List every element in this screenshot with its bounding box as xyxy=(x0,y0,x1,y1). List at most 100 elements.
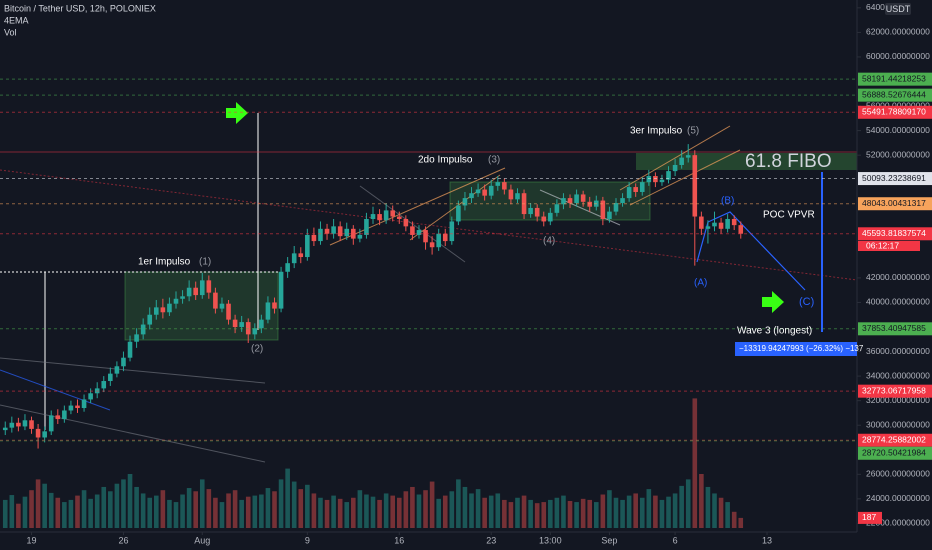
volume-bar xyxy=(35,479,41,528)
candle-body xyxy=(574,194,579,204)
measure-label: −13319.94247993 (−26.32%) −137 xyxy=(739,344,864,353)
candle-body xyxy=(147,314,153,325)
volume-bar xyxy=(626,495,632,528)
volume-bar xyxy=(22,496,28,528)
countdown: 06:12:17 xyxy=(866,240,899,250)
volume-bar xyxy=(567,501,573,528)
volume-bar xyxy=(429,481,435,528)
price-tag xyxy=(858,88,932,102)
volume-bar xyxy=(121,479,126,528)
candle-body xyxy=(488,185,494,196)
price-tag xyxy=(858,227,932,241)
volume-bar xyxy=(548,499,553,528)
candle-body xyxy=(620,198,625,204)
y-tick-label: 26000.00000000 xyxy=(866,469,930,479)
candle-body xyxy=(508,189,514,200)
trend-line xyxy=(0,357,266,384)
volume-bar xyxy=(561,495,566,528)
candle-body xyxy=(456,205,461,222)
volume-bar xyxy=(114,483,120,528)
candle-body xyxy=(42,431,47,438)
candle-body xyxy=(561,198,566,205)
volume-bar xyxy=(101,486,107,528)
volume-bar xyxy=(252,495,258,528)
candle-body xyxy=(29,420,34,429)
volume-bar xyxy=(462,486,468,528)
candle-body xyxy=(495,182,501,186)
volume-bar xyxy=(534,503,540,528)
price-tag xyxy=(858,322,932,336)
candle-body xyxy=(167,303,172,313)
volume-bar xyxy=(278,479,284,528)
volume-bar xyxy=(48,492,54,528)
volume-bar xyxy=(600,494,606,528)
annotation: POC VPVR xyxy=(763,210,815,221)
volume-bar xyxy=(541,502,547,528)
candle-body xyxy=(639,182,645,192)
volume-bar xyxy=(147,497,153,528)
y-tick-label: 36000.00000000 xyxy=(866,346,930,356)
volume-bar xyxy=(515,497,520,528)
y-tick-label: 62000.00000000 xyxy=(866,27,930,37)
axis-labels: 22000.00000000 24000.00000000 26000.000000… xyxy=(27,2,932,545)
candle-body xyxy=(226,303,231,320)
volume-tag xyxy=(858,511,882,524)
chart-title: Bitcoin / Tether USD, 12h, POLONIEX xyxy=(4,3,156,13)
candle-body xyxy=(108,373,113,382)
annotation: (A) xyxy=(694,278,707,289)
candle-body xyxy=(587,201,593,207)
y-tick-label: 34000.00000000 xyxy=(866,370,930,380)
volume-bar xyxy=(725,502,730,528)
volume-bar xyxy=(692,398,698,528)
volume-bar xyxy=(344,502,350,528)
volume-bar xyxy=(423,490,428,528)
trend-line xyxy=(0,404,266,463)
volume-bar xyxy=(357,490,363,528)
volume-bar xyxy=(239,499,244,528)
candle-body xyxy=(659,179,665,183)
indicator: Vol xyxy=(4,27,17,37)
candle-body xyxy=(718,222,724,229)
candle-body xyxy=(278,271,284,309)
volume-bar xyxy=(81,490,87,528)
trend-line xyxy=(539,189,621,226)
volume-bar xyxy=(580,498,586,528)
y-tick-label: 60000.00000000 xyxy=(866,51,930,61)
volume-bar xyxy=(213,497,218,528)
volume-bar xyxy=(679,485,684,528)
volume-bar xyxy=(442,495,448,528)
candle-body xyxy=(633,187,638,192)
x-tick-label: 6 xyxy=(673,535,678,545)
y-tick-label: 40000.00000000 xyxy=(866,297,930,307)
trend-line xyxy=(0,369,111,411)
volume-bar xyxy=(666,496,671,528)
volume-bar xyxy=(495,493,501,528)
trend-line xyxy=(629,149,741,206)
volume-bar xyxy=(410,486,415,528)
price-tag xyxy=(858,446,932,460)
volume-bar xyxy=(219,502,225,528)
volume-bar xyxy=(659,499,665,528)
annotation: (C) xyxy=(799,296,814,308)
volume-bar xyxy=(62,502,67,528)
volume-bar xyxy=(324,499,330,528)
candle-body xyxy=(160,307,166,313)
abc-zigzag xyxy=(696,211,806,291)
volume-bar xyxy=(370,496,376,528)
volume-bar xyxy=(390,495,396,528)
candle-body xyxy=(554,204,560,213)
volume-bar xyxy=(298,489,304,528)
volume-bar xyxy=(160,490,166,528)
volume-bar xyxy=(639,497,645,528)
candle-body xyxy=(337,226,343,237)
trend-line xyxy=(329,167,506,246)
candle-body xyxy=(186,287,192,297)
candle-body xyxy=(449,221,455,242)
volume-bar xyxy=(186,488,192,528)
volume-bar xyxy=(351,497,356,528)
price-tag-label: 56888.52676444 xyxy=(862,89,926,99)
y-tick-label: 54000.00000000 xyxy=(866,125,930,135)
x-tick-label: 13 xyxy=(762,535,772,545)
price-tag-label: 37853.40947585 xyxy=(862,323,926,333)
